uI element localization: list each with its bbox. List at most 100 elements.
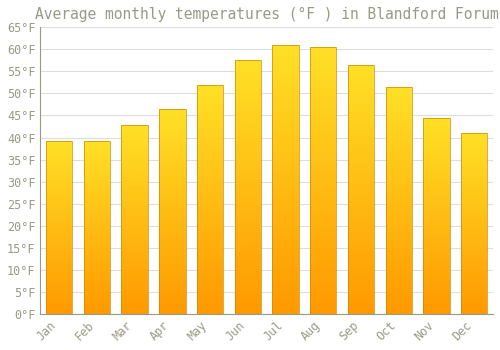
Bar [461, 265, 487, 267]
Bar [386, 291, 412, 293]
Bar [197, 117, 224, 119]
Bar [84, 302, 110, 303]
Bar [122, 195, 148, 197]
Bar [272, 83, 299, 85]
Bar [272, 252, 299, 255]
Bar [234, 225, 261, 228]
Bar [84, 303, 110, 305]
Bar [197, 289, 224, 291]
Bar [348, 140, 374, 142]
Bar [159, 244, 186, 246]
Bar [197, 208, 224, 211]
Bar [386, 107, 412, 110]
Bar [122, 248, 148, 250]
Bar [234, 106, 261, 108]
Bar [84, 298, 110, 300]
Bar [424, 157, 450, 159]
Bar [234, 281, 261, 284]
Bar [272, 123, 299, 126]
Bar [159, 210, 186, 212]
Bar [122, 146, 148, 148]
Bar [461, 209, 487, 211]
Bar [310, 154, 336, 156]
Bar [272, 150, 299, 153]
Bar [424, 192, 450, 194]
Bar [122, 169, 148, 170]
Bar [386, 114, 412, 116]
Bar [348, 309, 374, 312]
Bar [84, 212, 110, 214]
Bar [122, 133, 148, 135]
Bar [197, 218, 224, 220]
Bar [84, 310, 110, 312]
Bar [424, 200, 450, 202]
Bar [424, 124, 450, 126]
Bar [310, 58, 336, 61]
Bar [234, 116, 261, 119]
Bar [234, 126, 261, 129]
Bar [234, 230, 261, 233]
Bar [272, 292, 299, 295]
Bar [461, 156, 487, 159]
Bar [424, 120, 450, 121]
Bar [272, 128, 299, 131]
Bar [386, 139, 412, 141]
Bar [461, 256, 487, 258]
Bar [46, 193, 72, 195]
Bar [122, 163, 148, 165]
Bar [234, 296, 261, 299]
Bar [234, 253, 261, 255]
Bar [272, 274, 299, 276]
Bar [424, 220, 450, 222]
Bar [272, 228, 299, 231]
Bar [84, 312, 110, 314]
Bar [310, 122, 336, 125]
Bar [424, 253, 450, 255]
Bar [386, 173, 412, 175]
Bar [348, 67, 374, 70]
Bar [84, 177, 110, 179]
Bar [46, 229, 72, 231]
Bar [234, 192, 261, 195]
Bar [46, 195, 72, 196]
Bar [197, 305, 224, 307]
Bar [424, 133, 450, 135]
Bar [122, 282, 148, 284]
Bar [159, 152, 186, 154]
Bar [84, 156, 110, 158]
Bar [386, 300, 412, 302]
Bar [310, 71, 336, 74]
Bar [122, 199, 148, 201]
Bar [348, 167, 374, 169]
Bar [386, 248, 412, 250]
Bar [348, 212, 374, 214]
Bar [272, 190, 299, 193]
Bar [272, 147, 299, 150]
Bar [46, 262, 72, 264]
Bar [386, 237, 412, 239]
Bar [424, 141, 450, 143]
Bar [386, 232, 412, 234]
Bar [122, 265, 148, 267]
Bar [461, 167, 487, 169]
Bar [84, 179, 110, 181]
Bar [159, 160, 186, 162]
Bar [159, 199, 186, 201]
Bar [386, 150, 412, 153]
Bar [159, 267, 186, 269]
Bar [122, 259, 148, 261]
Bar [461, 159, 487, 160]
Bar [348, 247, 374, 249]
Bar [348, 267, 374, 269]
Bar [461, 191, 487, 193]
Bar [84, 209, 110, 210]
Bar [159, 109, 186, 314]
Bar [159, 226, 186, 228]
Bar [197, 133, 224, 135]
Bar [272, 56, 299, 58]
Bar [84, 238, 110, 239]
Bar [386, 207, 412, 209]
Bar [46, 215, 72, 217]
Bar [386, 212, 412, 214]
Bar [234, 294, 261, 296]
